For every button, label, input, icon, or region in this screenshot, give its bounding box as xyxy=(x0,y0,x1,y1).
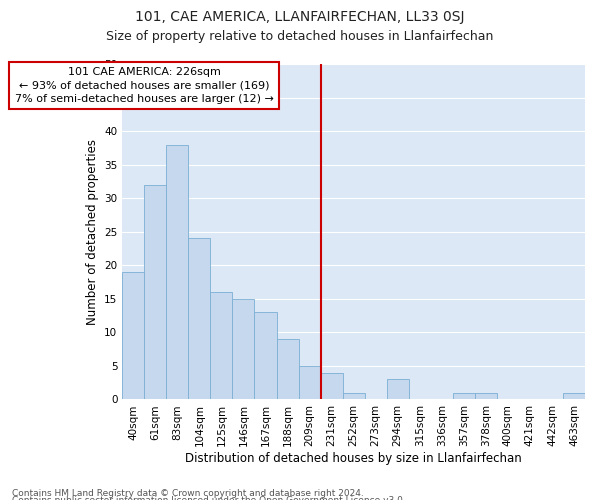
X-axis label: Distribution of detached houses by size in Llanfairfechan: Distribution of detached houses by size … xyxy=(185,452,522,465)
Bar xyxy=(386,380,409,400)
Text: Contains HM Land Registry data © Crown copyright and database right 2024.: Contains HM Land Registry data © Crown c… xyxy=(12,488,364,498)
Bar xyxy=(453,392,475,400)
Y-axis label: Number of detached properties: Number of detached properties xyxy=(86,138,98,324)
Bar xyxy=(254,312,277,400)
Bar xyxy=(122,272,145,400)
Bar xyxy=(232,299,254,400)
Bar xyxy=(299,366,320,400)
Bar xyxy=(188,238,211,400)
Bar xyxy=(211,292,232,400)
Bar xyxy=(166,144,188,400)
Bar xyxy=(145,185,166,400)
Text: Size of property relative to detached houses in Llanfairfechan: Size of property relative to detached ho… xyxy=(106,30,494,43)
Bar xyxy=(475,392,497,400)
Bar xyxy=(563,392,585,400)
Bar xyxy=(343,392,365,400)
Text: 101 CAE AMERICA: 226sqm
← 93% of detached houses are smaller (169)
7% of semi-de: 101 CAE AMERICA: 226sqm ← 93% of detache… xyxy=(15,68,274,104)
Bar xyxy=(277,339,299,400)
Text: 101, CAE AMERICA, LLANFAIRFECHAN, LL33 0SJ: 101, CAE AMERICA, LLANFAIRFECHAN, LL33 0… xyxy=(135,10,465,24)
Text: Contains public sector information licensed under the Open Government Licence v3: Contains public sector information licen… xyxy=(12,496,406,500)
Bar xyxy=(320,372,343,400)
